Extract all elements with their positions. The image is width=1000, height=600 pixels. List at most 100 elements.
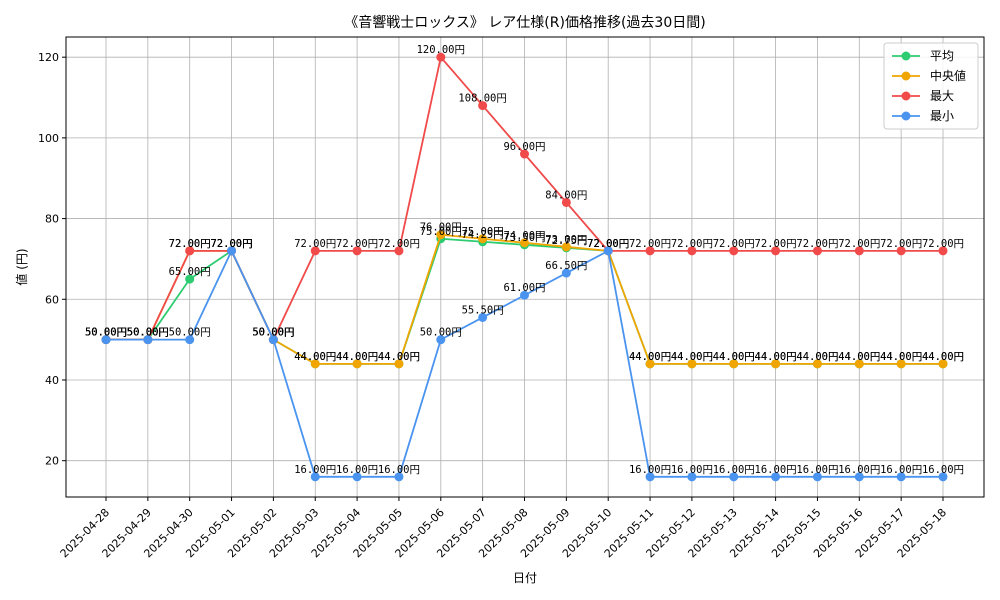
- data-point: [394, 246, 404, 256]
- data-point: [436, 52, 446, 62]
- data-point: [854, 246, 864, 256]
- data-point: [310, 472, 320, 482]
- data-point: [771, 472, 781, 482]
- data-point: [520, 238, 529, 248]
- data-label: 72.00円: [169, 238, 211, 250]
- data-label: 44.00円: [755, 351, 797, 363]
- data-label: 96.00円: [503, 141, 545, 153]
- data-label: 16.00円: [838, 464, 880, 476]
- x-axis-title: 日付: [513, 571, 537, 585]
- legend-label: 最大: [930, 89, 954, 103]
- data-point: [478, 101, 488, 111]
- data-point: [227, 246, 237, 256]
- legend-swatch-marker: [901, 111, 911, 121]
- data-point: [812, 246, 822, 256]
- y-tick-label: 20: [45, 455, 59, 468]
- data-label: 50.00円: [252, 327, 294, 339]
- data-label: 44.00円: [713, 351, 755, 363]
- data-point: [520, 290, 529, 300]
- legend-item: 最大: [892, 89, 954, 103]
- data-point: [896, 472, 906, 482]
- data-label: 16.00円: [671, 464, 713, 476]
- data-point: [520, 149, 529, 159]
- data-label: 44.00円: [838, 351, 880, 363]
- legend-label: 平均: [930, 49, 954, 63]
- data-label: 72.00円: [796, 238, 838, 250]
- data-point: [687, 472, 697, 482]
- data-label: 50.00円: [169, 327, 211, 339]
- data-point: [812, 359, 822, 369]
- data-label: 44.00円: [671, 351, 713, 363]
- data-label: 44.00円: [378, 351, 420, 363]
- data-point: [729, 359, 739, 369]
- data-label: 72.00円: [713, 238, 755, 250]
- series-4: [101, 246, 948, 482]
- legend-frame: [883, 42, 979, 130]
- data-label: 16.00円: [629, 464, 671, 476]
- data-point: [938, 246, 948, 256]
- data-label: 16.00円: [336, 464, 378, 476]
- data-label: 72.00円: [671, 238, 713, 250]
- data-point: [394, 472, 404, 482]
- data-label: 50.00円: [252, 327, 294, 339]
- data-label: 44.00円: [294, 351, 336, 363]
- data-point: [143, 335, 153, 345]
- data-label: 72.00円: [210, 238, 252, 250]
- data-label: 44.00円: [922, 351, 964, 363]
- data-label: 72.00円: [587, 238, 629, 250]
- data-point: [561, 242, 571, 252]
- data-label: 44.00円: [629, 351, 671, 363]
- data-label: 84.00円: [545, 189, 587, 201]
- data-label: 108.00円: [458, 93, 506, 105]
- y-axis-title: 値 (円): [14, 248, 29, 285]
- y-tick-label: 120: [38, 51, 59, 64]
- data-point: [938, 472, 948, 482]
- data-label: 75.00円: [462, 226, 504, 238]
- legend-swatch-marker: [901, 91, 911, 101]
- data-label: 50.00円: [127, 327, 169, 339]
- data-label: 50.00円: [252, 327, 294, 339]
- data-label: 50.00円: [85, 327, 127, 339]
- data-label: 44.00円: [713, 351, 755, 363]
- data-label: 50.00円: [127, 327, 169, 339]
- data-point: [687, 359, 697, 369]
- y-tick-label: 40: [45, 374, 59, 387]
- data-point: [645, 246, 655, 256]
- legend-item: 最小: [892, 109, 954, 123]
- data-point: [185, 335, 195, 345]
- data-point: [771, 246, 781, 256]
- data-point: [352, 246, 362, 256]
- data-point: [478, 312, 488, 322]
- data-label: 44.00円: [629, 351, 671, 363]
- data-label: 44.00円: [671, 351, 713, 363]
- data-label: 44.00円: [880, 351, 922, 363]
- series-group: [101, 52, 948, 482]
- data-label: 72.00円: [169, 238, 211, 250]
- data-label: 44.00円: [880, 351, 922, 363]
- data-label: 72.00円: [210, 238, 252, 250]
- data-label: 44.00円: [755, 351, 797, 363]
- data-point: [310, 246, 320, 256]
- data-point: [729, 472, 739, 482]
- y-tick-label: 100: [38, 132, 59, 145]
- data-label: 75.00円: [420, 226, 462, 238]
- data-label: 44.00円: [378, 351, 420, 363]
- legend-label: 中央値: [930, 68, 966, 83]
- data-label: 73.00円: [545, 234, 587, 246]
- grid: [66, 37, 984, 497]
- chart-title: 《音響戦士ロックス》 レア仕様(R)価格推移(過去30日間): [344, 14, 705, 31]
- data-point: [896, 246, 906, 256]
- data-label: 16.00円: [294, 464, 336, 476]
- data-point: [896, 359, 906, 369]
- data-point: [729, 246, 739, 256]
- data-point: [436, 335, 446, 345]
- data-label: 16.00円: [796, 464, 838, 476]
- x-axis: 2025-04-282025-04-292025-04-302025-05-01…: [58, 497, 949, 560]
- y-tick-label: 80: [45, 213, 59, 226]
- data-label: 72.00円: [587, 238, 629, 250]
- data-point: [561, 268, 571, 278]
- data-label: 72.00円: [922, 238, 964, 250]
- data-label: 16.00円: [922, 464, 964, 476]
